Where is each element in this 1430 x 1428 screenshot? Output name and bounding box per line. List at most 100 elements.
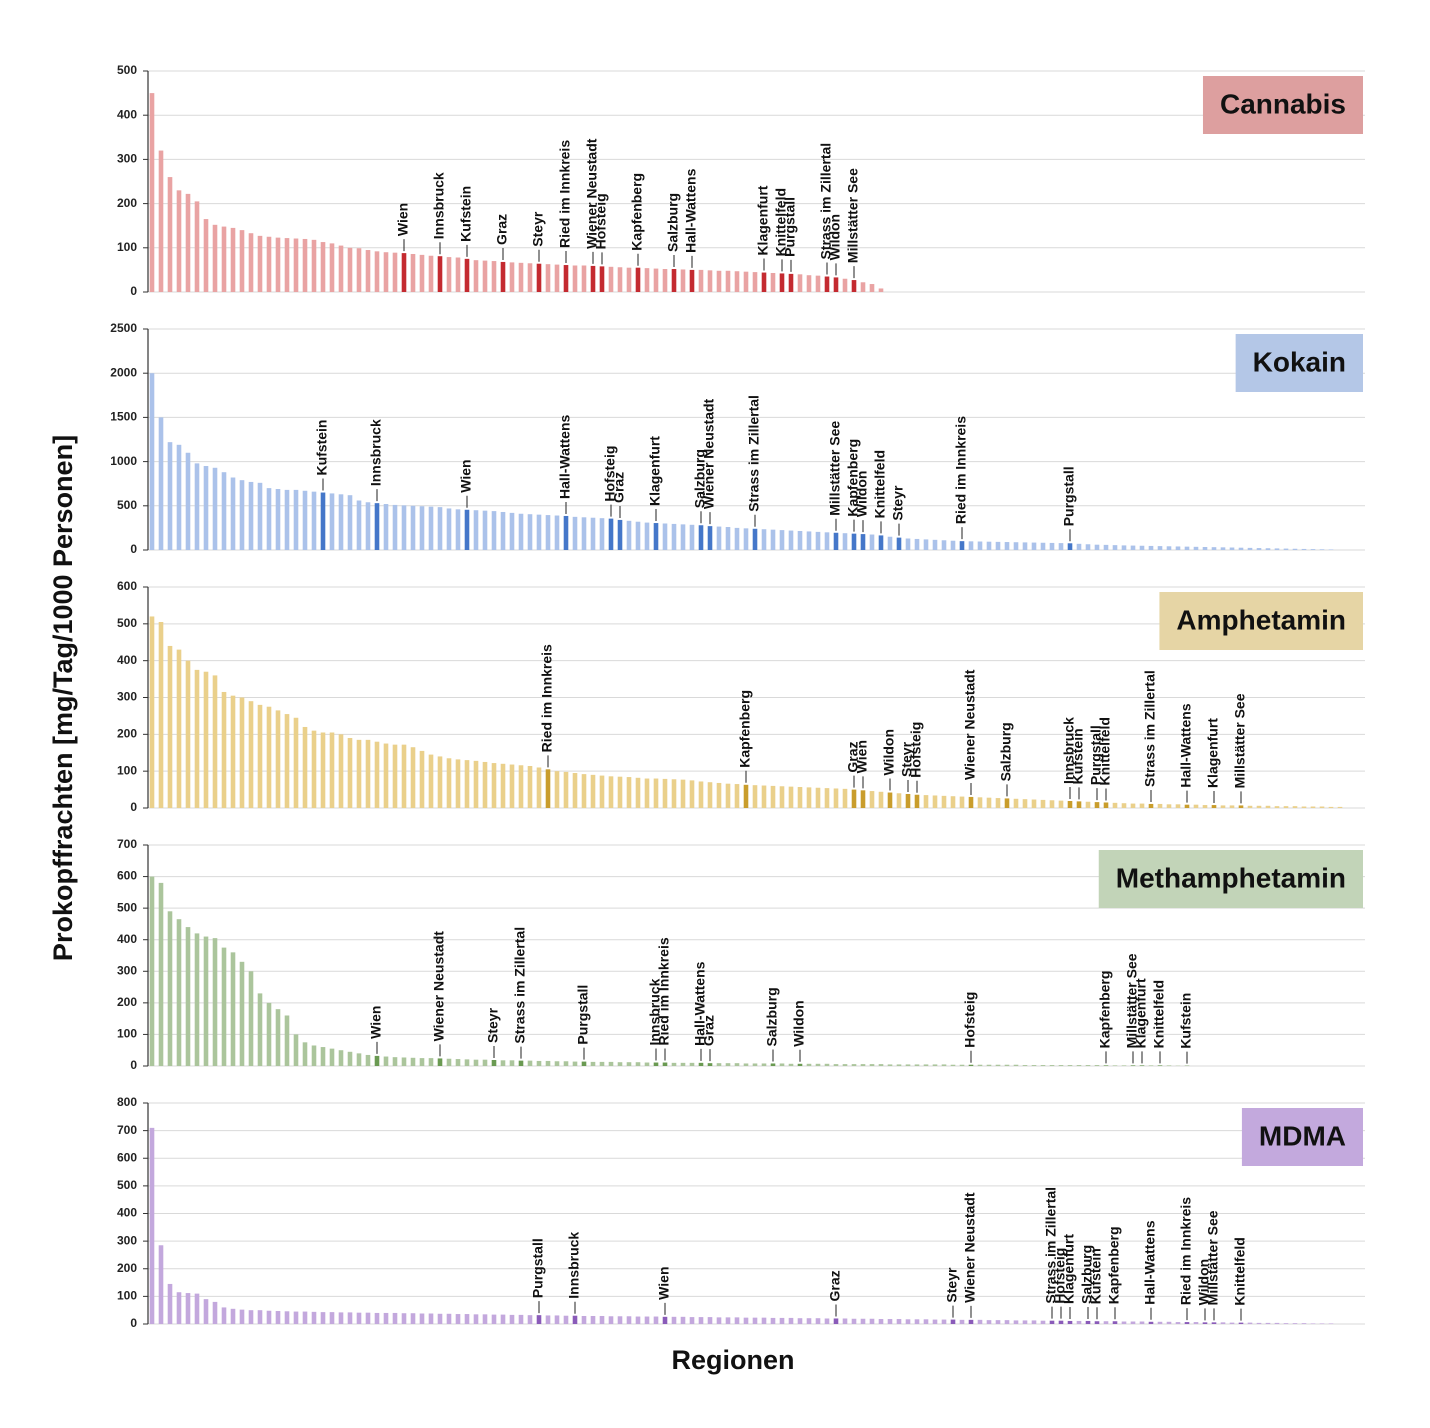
bar — [266, 1002, 272, 1066]
bar — [365, 1312, 371, 1324]
bar — [230, 477, 236, 550]
bar — [320, 1047, 326, 1066]
bar — [590, 1315, 596, 1324]
bar — [707, 270, 713, 292]
bar — [1121, 803, 1127, 808]
bar — [680, 269, 686, 292]
bar — [833, 1064, 839, 1066]
bar — [734, 271, 740, 292]
title-box — [1098, 850, 1363, 908]
bar — [491, 1314, 497, 1324]
bar — [581, 265, 587, 292]
bar — [158, 1245, 164, 1324]
region-label: Salzburg — [998, 722, 1014, 781]
bar — [437, 756, 443, 808]
bar — [905, 1064, 911, 1066]
bar — [329, 1312, 335, 1324]
bar — [509, 1314, 515, 1324]
region-label: Klagenfurt — [1205, 718, 1221, 788]
region-label: Purgstall — [530, 1238, 546, 1298]
bar — [158, 882, 164, 1066]
bar — [1175, 1322, 1181, 1324]
region-label: Millstätter See — [827, 421, 843, 516]
bar — [599, 1315, 605, 1324]
bar — [752, 785, 758, 808]
bar — [149, 1127, 155, 1324]
bar — [1031, 799, 1037, 808]
bar — [977, 1319, 983, 1324]
panel: 0 100 200 300 400 500 600 700 800 Purgstall Innsbr… — [117, 1095, 1365, 1330]
bar — [581, 517, 587, 550]
bar — [437, 507, 443, 550]
bar — [1094, 1321, 1100, 1324]
bar — [851, 533, 857, 550]
bar — [401, 253, 407, 292]
bar — [797, 787, 803, 808]
bar — [203, 219, 209, 292]
bar — [203, 466, 209, 550]
y-axis-label: Prokopffrachten [mg/Tag/1000 Personen] — [48, 435, 78, 961]
bar — [428, 1313, 434, 1324]
bar — [950, 540, 956, 550]
bar — [536, 767, 542, 808]
bar — [725, 783, 731, 808]
y-tick-label: 200 — [117, 1261, 137, 1275]
bar — [734, 784, 740, 808]
bar — [203, 1299, 209, 1324]
bar — [860, 282, 866, 292]
bar — [455, 759, 461, 808]
bar — [1103, 544, 1109, 550]
bar — [923, 795, 929, 808]
bar — [599, 1061, 605, 1066]
bar — [167, 911, 173, 1066]
bar — [734, 527, 740, 550]
title-box — [1235, 334, 1363, 392]
bar — [932, 795, 938, 808]
bar — [1022, 1320, 1028, 1324]
bar — [230, 227, 236, 292]
bar — [581, 774, 587, 808]
bar — [185, 927, 191, 1066]
bar — [905, 538, 911, 550]
bar — [257, 235, 263, 292]
bar — [1013, 1064, 1019, 1066]
bar — [518, 513, 524, 550]
panel-title: Kokain — [1253, 346, 1346, 377]
region-label: Kufstein — [1088, 1248, 1104, 1304]
bar — [923, 1064, 929, 1066]
bar — [185, 660, 191, 808]
bar — [671, 1062, 677, 1066]
bar — [743, 271, 749, 292]
bar — [590, 774, 596, 808]
y-tick-label: 1500 — [110, 410, 137, 424]
bar — [1103, 1321, 1109, 1324]
region-label: Hall-Wattens — [692, 961, 708, 1045]
bar — [428, 506, 434, 550]
bar — [563, 1315, 569, 1324]
bar — [167, 645, 173, 808]
bar — [626, 1062, 632, 1066]
bar — [1238, 1322, 1244, 1324]
bar — [446, 257, 452, 292]
y-tick-label: 400 — [117, 932, 137, 946]
bar — [590, 517, 596, 550]
region-label: Klagenfurt — [1061, 1234, 1077, 1304]
bar — [734, 1063, 740, 1066]
bar — [185, 452, 191, 550]
bar — [482, 1059, 488, 1066]
bar — [1238, 547, 1244, 550]
region-label: Kapfenberg — [845, 439, 861, 517]
region-label: Millstätter See — [1232, 693, 1248, 788]
bar — [392, 1057, 398, 1066]
bar — [590, 265, 596, 292]
bar — [1013, 798, 1019, 808]
bar — [491, 763, 497, 808]
region-label: Strass im Zillertal — [818, 143, 834, 260]
bar — [545, 515, 551, 550]
bar — [1004, 1064, 1010, 1066]
bar — [383, 504, 389, 550]
bar — [860, 1064, 866, 1066]
bar — [347, 1051, 353, 1066]
bar — [752, 272, 758, 292]
region-label: Graz — [701, 1015, 717, 1046]
